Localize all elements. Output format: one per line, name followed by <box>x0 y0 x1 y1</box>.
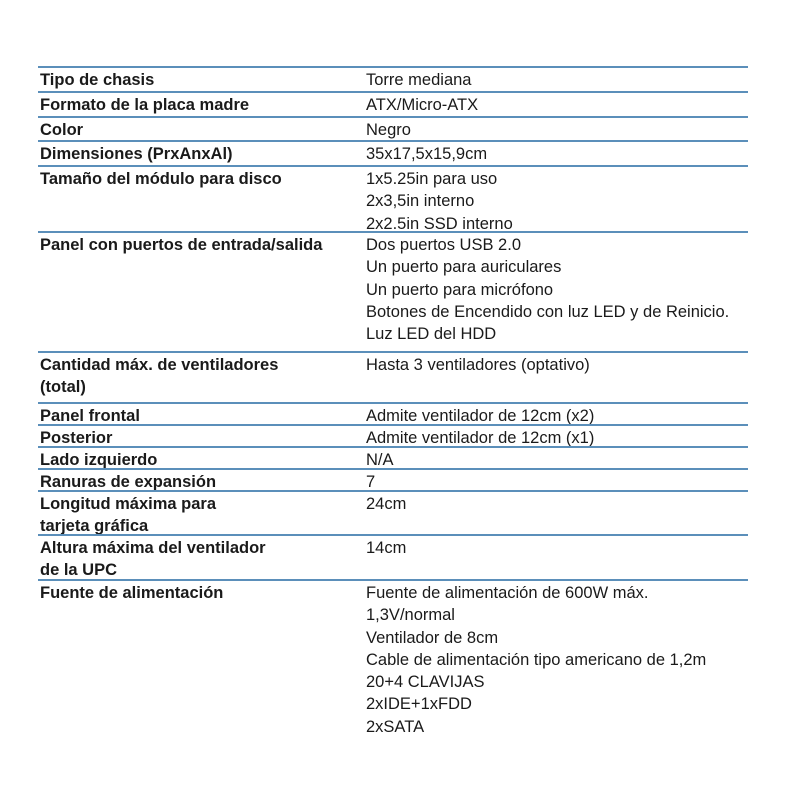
spec-label-line: Panel con puertos de entrada/salida <box>40 236 323 254</box>
spec-label: Altura máxima del ventilador de la UPC <box>40 537 360 582</box>
spec-row: Fuente de alimentación Fuente de alimenta… <box>38 579 748 744</box>
spec-value: Torre mediana <box>366 69 471 91</box>
spec-label-line: de la UPC <box>40 561 118 580</box>
spec-value-line: 2xIDE+1xFDD <box>366 695 472 714</box>
spec-value-line: Fuente de alimentación de 600W máx. <box>366 584 649 602</box>
spec-value: Admite ventilador de 12cm (x2) <box>366 405 594 427</box>
spec-label-line: Formato de la placa madre <box>40 96 250 114</box>
spec-value-line: 1,3V/normal <box>366 606 455 625</box>
spec-label-line: Tipo de chasis <box>40 71 155 89</box>
spec-label-line: Panel frontal <box>40 407 140 425</box>
spec-label: Longitud máxima para tarjeta gráfica <box>40 493 360 538</box>
spec-value-line: Torre mediana <box>366 71 472 89</box>
spec-row: Dimensiones (PrxAnxAl) 35x17,5x15,9cm <box>38 140 748 165</box>
spec-value: 7 <box>366 471 375 493</box>
spec-value-line: Botones de Encendido con luz LED y de Re… <box>366 302 730 321</box>
spec-label: Lado izquierdo <box>40 449 360 471</box>
spec-row: Longitud máxima para tarjeta gráfica 24cm <box>38 490 748 535</box>
spec-label-line: (total) <box>40 378 86 397</box>
spec-label-line: Longitud máxima para <box>40 495 217 513</box>
spec-label: Color <box>40 119 360 141</box>
spec-row: Tipo de chasis Torre mediana <box>38 66 748 91</box>
spec-value: 35x17,5x15,9cm <box>366 143 487 165</box>
spec-row: Posterior Admite ventilador de 12cm (x1) <box>38 424 748 449</box>
spec-value-line: 35x17,5x15,9cm <box>366 145 488 163</box>
spec-row: Altura máxima del ventilador de la UPC 14c… <box>38 534 748 579</box>
spec-table: Tipo de chasis Torre mediana Formato de la… <box>38 66 748 744</box>
spec-value: Admite ventilador de 12cm (x1) <box>366 427 594 449</box>
spec-value-line: Dos puertos USB 2.0 <box>366 236 521 254</box>
spec-value: ATX/Micro-ATX <box>366 94 478 116</box>
spec-value-line: Cable de alimentación tipo americano de … <box>366 650 707 669</box>
spec-label-line: Posterior <box>40 429 113 447</box>
spec-value-line: Hasta 3 ventiladores (optativo) <box>366 356 590 374</box>
spec-row: Lado izquierdo N/A <box>38 446 748 471</box>
spec-value-line: 2xSATA <box>366 717 425 736</box>
spec-label: Dimensiones (PrxAnxAl) <box>40 143 360 165</box>
spec-label: Fuente de alimentación <box>40 582 360 604</box>
spec-value-line: N/A <box>366 451 394 469</box>
spec-value: 1x5.25in para uso 2x3,5in interno 2x2.5in … <box>366 168 513 235</box>
spec-value-line: ATX/Micro-ATX <box>366 96 479 114</box>
spec-value-line: Negro <box>366 121 411 139</box>
spec-label-line: Tamaño del módulo para disco <box>40 170 282 188</box>
spec-row: Tamaño del módulo para disco 1x5.25in par… <box>38 165 748 233</box>
spec-label-line: Dimensiones (PrxAnxAl) <box>40 145 233 163</box>
spec-label: Posterior <box>40 427 360 449</box>
spec-label: Tipo de chasis <box>40 69 360 91</box>
spec-value: N/A <box>366 449 394 471</box>
spec-value: 24cm <box>366 493 406 515</box>
spec-row: Ranuras de expansión 7 <box>38 468 748 493</box>
spec-value-line: 1x5.25in para uso <box>366 170 498 188</box>
spec-label-line: Cantidad máx. de ventiladores <box>40 356 279 374</box>
spec-label: Ranuras de expansión <box>40 471 360 493</box>
spec-label: Formato de la placa madre <box>40 94 360 116</box>
spec-value-line: Admite ventilador de 12cm (x2) <box>366 407 595 425</box>
spec-label: Panel con puertos de entrada/salida <box>40 234 360 256</box>
spec-value-line: Un puerto para auriculares <box>366 258 562 277</box>
spec-row: Cantidad máx. de ventiladores (total) Hast… <box>38 351 748 402</box>
spec-value-line: Ventilador de 8cm <box>366 628 499 647</box>
spec-label-line: Color <box>40 121 84 139</box>
spec-value-line: Un puerto para micrófono <box>366 280 554 299</box>
spec-label: Tamaño del módulo para disco <box>40 168 360 190</box>
spec-label-line: Altura máxima del ventilador <box>40 539 266 557</box>
spec-label-line: Fuente de alimentación <box>40 584 224 602</box>
spec-value: Fuente de alimentación de 600W máx. 1,3V/… <box>366 582 706 738</box>
spec-value-line: 7 <box>366 473 376 491</box>
spec-label-line: Ranuras de expansión <box>40 473 217 491</box>
spec-label: Panel frontal <box>40 405 360 427</box>
spec-value-line: 20+4 CLAVIJAS <box>366 673 485 692</box>
spec-value-line: Admite ventilador de 12cm (x1) <box>366 429 595 447</box>
spec-row: Formato de la placa madre ATX/Micro-ATX <box>38 91 748 116</box>
spec-row: Panel frontal Admite ventilador de 12cm (… <box>38 402 748 427</box>
spec-row: Panel con puertos de entrada/salida Dos p… <box>38 231 748 351</box>
spec-value: Dos puertos USB 2.0 Un puerto para auricu… <box>366 234 729 345</box>
spec-value-line: 2x2.5in SSD interno <box>366 214 513 233</box>
spec-value-line: 14cm <box>366 539 407 557</box>
spec-value-line: Luz LED del HDD <box>366 325 497 344</box>
spec-row: Color Negro <box>38 116 748 140</box>
spec-label-line: Lado izquierdo <box>40 451 158 469</box>
spec-value-line: 24cm <box>366 495 407 513</box>
spec-value-line: 2x3,5in interno <box>366 192 475 211</box>
spec-value: Negro <box>366 119 411 141</box>
spec-label-line: tarjeta gráfica <box>40 517 149 536</box>
spec-value: Hasta 3 ventiladores (optativo) <box>366 354 590 376</box>
spec-label: Cantidad máx. de ventiladores (total) <box>40 354 360 399</box>
spec-value: 14cm <box>366 537 406 559</box>
